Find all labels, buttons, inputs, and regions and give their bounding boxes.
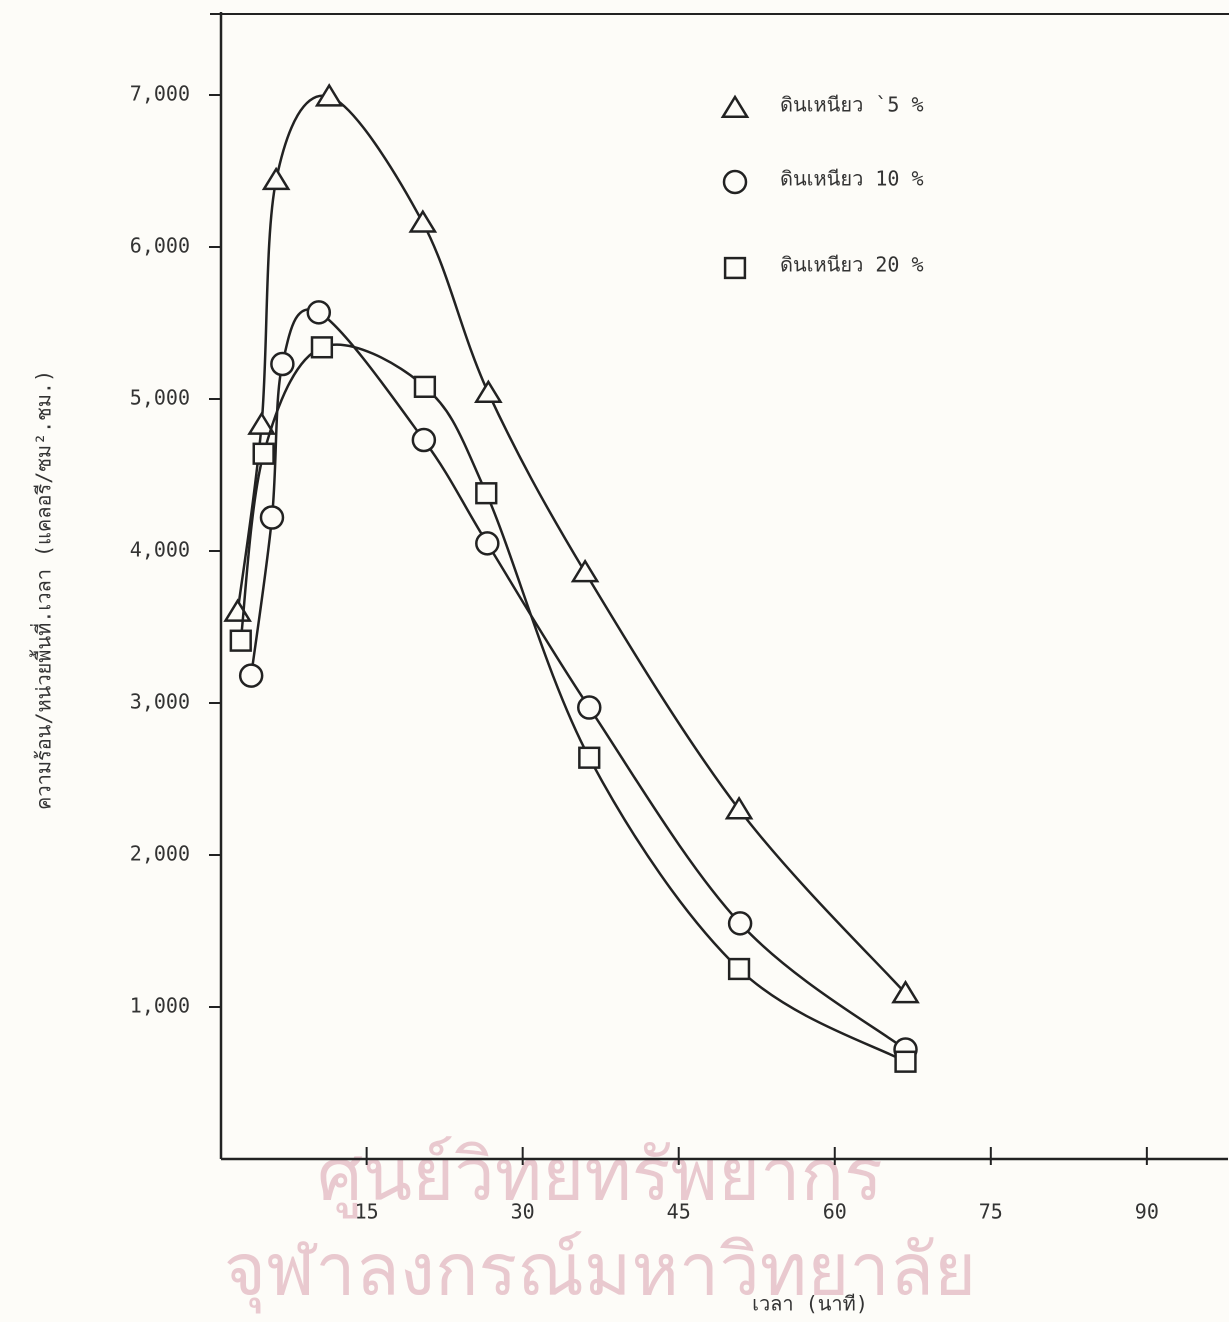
watermark: จุฬาลงกรณ์มหาวิทยาลัย: [224, 1228, 976, 1314]
y-tick-label: 7,000: [130, 82, 190, 106]
y-tick-label: 2,000: [130, 842, 190, 866]
circle-marker: [577, 695, 602, 720]
x-tick-label: 90: [1135, 1200, 1159, 1224]
legend-label: ดินเหนียว `5 %: [780, 93, 924, 117]
square-marker: [310, 336, 334, 359]
legend-label: ดินเหนียว 10 %: [780, 167, 924, 191]
square-marker: [578, 746, 601, 769]
triangle-marker: [724, 796, 754, 820]
series-curve: [249, 308, 907, 1051]
x-axis-label: เวลา (นาที): [752, 1292, 868, 1316]
y-axis-label: ความร้อน/หน่วยพื้นที่.เวลา (แคลอรี/ซม².ช…: [30, 370, 56, 810]
series-curve: [239, 343, 907, 1063]
y-tick-label: 5,000: [130, 386, 190, 410]
y-tick-label: 3,000: [130, 690, 190, 714]
watermark: ศูนย์วิทยทรัพยากร: [317, 1133, 883, 1219]
square-marker: [252, 442, 275, 465]
circle-marker: [270, 351, 295, 377]
legend-label: ดินเหนียว 20 %: [780, 253, 924, 277]
triangle-marker: [247, 411, 276, 435]
y-tick-label: 1,000: [130, 994, 190, 1018]
y-tick-label: 4,000: [130, 538, 190, 562]
triangle-marker: [408, 209, 438, 233]
series-curve: [236, 94, 907, 995]
triangle-marker: [570, 558, 600, 583]
triangle-marker: [474, 379, 503, 403]
circle-marker: [238, 663, 264, 688]
triangle-marker: [891, 979, 920, 1004]
triangle-marker: [314, 83, 344, 107]
x-tick-label: 60: [823, 1200, 847, 1224]
circle-marker: [306, 300, 332, 325]
circle-marker: [727, 911, 753, 936]
square-marker: [727, 957, 751, 981]
x-tick-label: 45: [667, 1200, 691, 1224]
square-marker: [229, 629, 252, 652]
square-marker: [723, 256, 747, 280]
triangle-marker: [223, 598, 252, 622]
square-marker: [475, 482, 498, 505]
x-tick-label: 30: [511, 1200, 535, 1224]
square-marker: [894, 1050, 917, 1073]
triangle-marker: [720, 94, 750, 119]
triangle-marker: [261, 166, 291, 191]
circle-marker: [259, 505, 285, 530]
square-marker: [413, 375, 437, 398]
x-tick-label: 15: [355, 1200, 379, 1224]
circle-marker: [411, 427, 437, 453]
y-tick-label: 6,000: [130, 234, 190, 258]
circle-marker: [475, 531, 500, 556]
x-tick-label: 75: [979, 1200, 1003, 1224]
circle-marker: [722, 169, 748, 195]
